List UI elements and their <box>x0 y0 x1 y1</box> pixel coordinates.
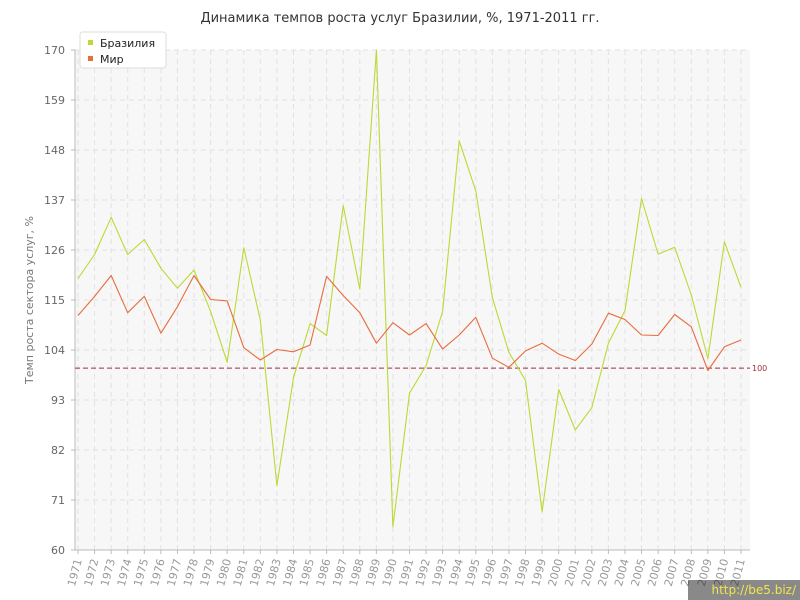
reference-line-group: 100 <box>75 364 767 373</box>
series-line-brazil <box>77 49 742 528</box>
y-tick-label: 170 <box>44 44 65 57</box>
y-tick-label: 137 <box>44 194 65 207</box>
y-tick-label: 115 <box>44 294 65 307</box>
watermark: http://be5.biz/ <box>688 580 800 600</box>
series-line-world <box>77 274 742 372</box>
y-tick-label: 159 <box>44 94 65 107</box>
legend-label-brazil: Бразилия <box>100 37 155 50</box>
legend-swatch-world <box>88 56 93 61</box>
series-group <box>77 49 742 528</box>
y-tick-label: 71 <box>51 494 65 507</box>
legend: Бразилия Мир <box>79 31 167 69</box>
legend-label-world: Мир <box>100 53 124 66</box>
y-axis-ticks: 60 71 82 93 104 115 126 137 148 159 170 <box>44 44 75 557</box>
y-tick-label: 126 <box>44 244 65 257</box>
y-tick-label: 93 <box>51 394 65 407</box>
reference-line-label: 100 <box>752 364 767 373</box>
legend-box <box>79 31 167 69</box>
y-tick-label: 82 <box>51 444 65 457</box>
y-axis-label: Темп роста сектора услуг, % <box>23 216 36 385</box>
x-axis-ticks: 1971197219731974197519761977197819791980… <box>65 550 748 588</box>
y-tick-label: 104 <box>44 344 65 357</box>
chart-title: Динамика темпов роста услуг Бразилии, %,… <box>200 11 599 26</box>
y-tick-label: 60 <box>51 544 65 557</box>
legend-swatch-brazil <box>88 40 93 45</box>
y-tick-label: 148 <box>44 144 65 157</box>
gridlines <box>75 49 750 551</box>
